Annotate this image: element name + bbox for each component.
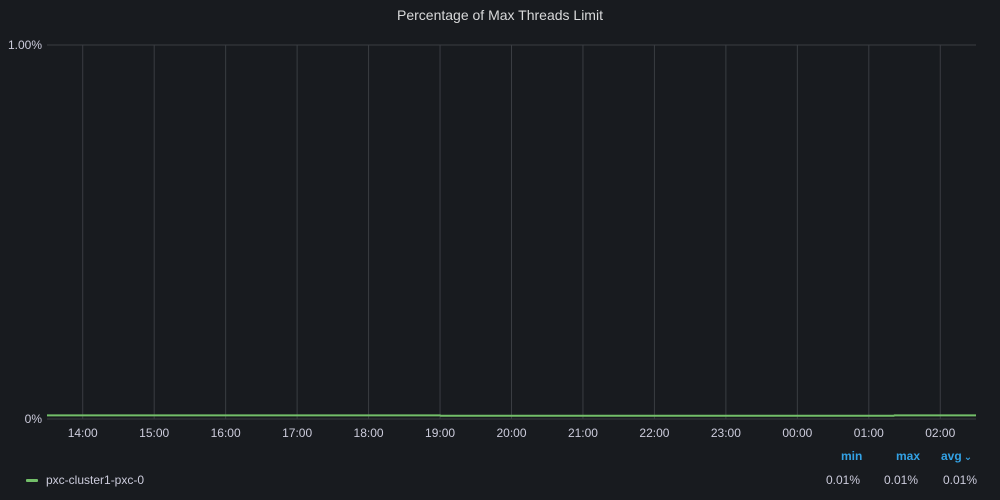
x-tick-label: 18:00 bbox=[354, 426, 384, 440]
legend-header-avg-label: avg bbox=[941, 449, 962, 463]
panel-title: Percentage of Max Threads Limit bbox=[397, 7, 603, 23]
chevron-down-icon: ⌄ bbox=[963, 452, 973, 463]
legend-series-name: pxc-cluster1-pxc-0 bbox=[46, 473, 145, 487]
line-chart: 0% 1.00% 14:00 15:00 16:00 17:00 18:00 19:00 20:… bbox=[8, 38, 976, 440]
x-tick-label: 22:00 bbox=[639, 426, 669, 440]
y-tick-label: 0% bbox=[25, 412, 43, 426]
legend: min max avg ⌄ pxc-cluster1-pxc-0 0.01% 0.… bbox=[0, 444, 1000, 500]
y-tick-label: 1.00% bbox=[8, 38, 42, 52]
x-tick-label: 21:00 bbox=[568, 426, 598, 440]
x-tick-label: 17:00 bbox=[282, 426, 312, 440]
x-tick-label: 19:00 bbox=[425, 426, 455, 440]
legend-value-avg: 0.01% bbox=[942, 473, 977, 487]
legend-series-swatch bbox=[26, 478, 38, 482]
x-tick-label: 00:00 bbox=[782, 426, 812, 440]
x-tick-label: 02:00 bbox=[925, 426, 955, 440]
x-tick-label: 01:00 bbox=[854, 426, 884, 440]
legend-value-min: 0.01% bbox=[825, 473, 860, 487]
x-tick-label: 23:00 bbox=[711, 426, 741, 440]
legend-value-max: 0.01% bbox=[883, 473, 918, 487]
legend-header-min[interactable]: min bbox=[841, 449, 863, 463]
legend-header-max[interactable]: max bbox=[896, 449, 921, 463]
legend-series-item[interactable]: pxc-cluster1-pxc-0 bbox=[26, 472, 144, 488]
legend-header-avg[interactable]: avg ⌄ bbox=[941, 448, 972, 466]
x-tick-label: 20:00 bbox=[496, 426, 526, 440]
x-tick-label: 16:00 bbox=[211, 426, 241, 440]
x-tick-label: 15:00 bbox=[139, 426, 169, 440]
x-tick-label: 14:00 bbox=[68, 426, 98, 440]
